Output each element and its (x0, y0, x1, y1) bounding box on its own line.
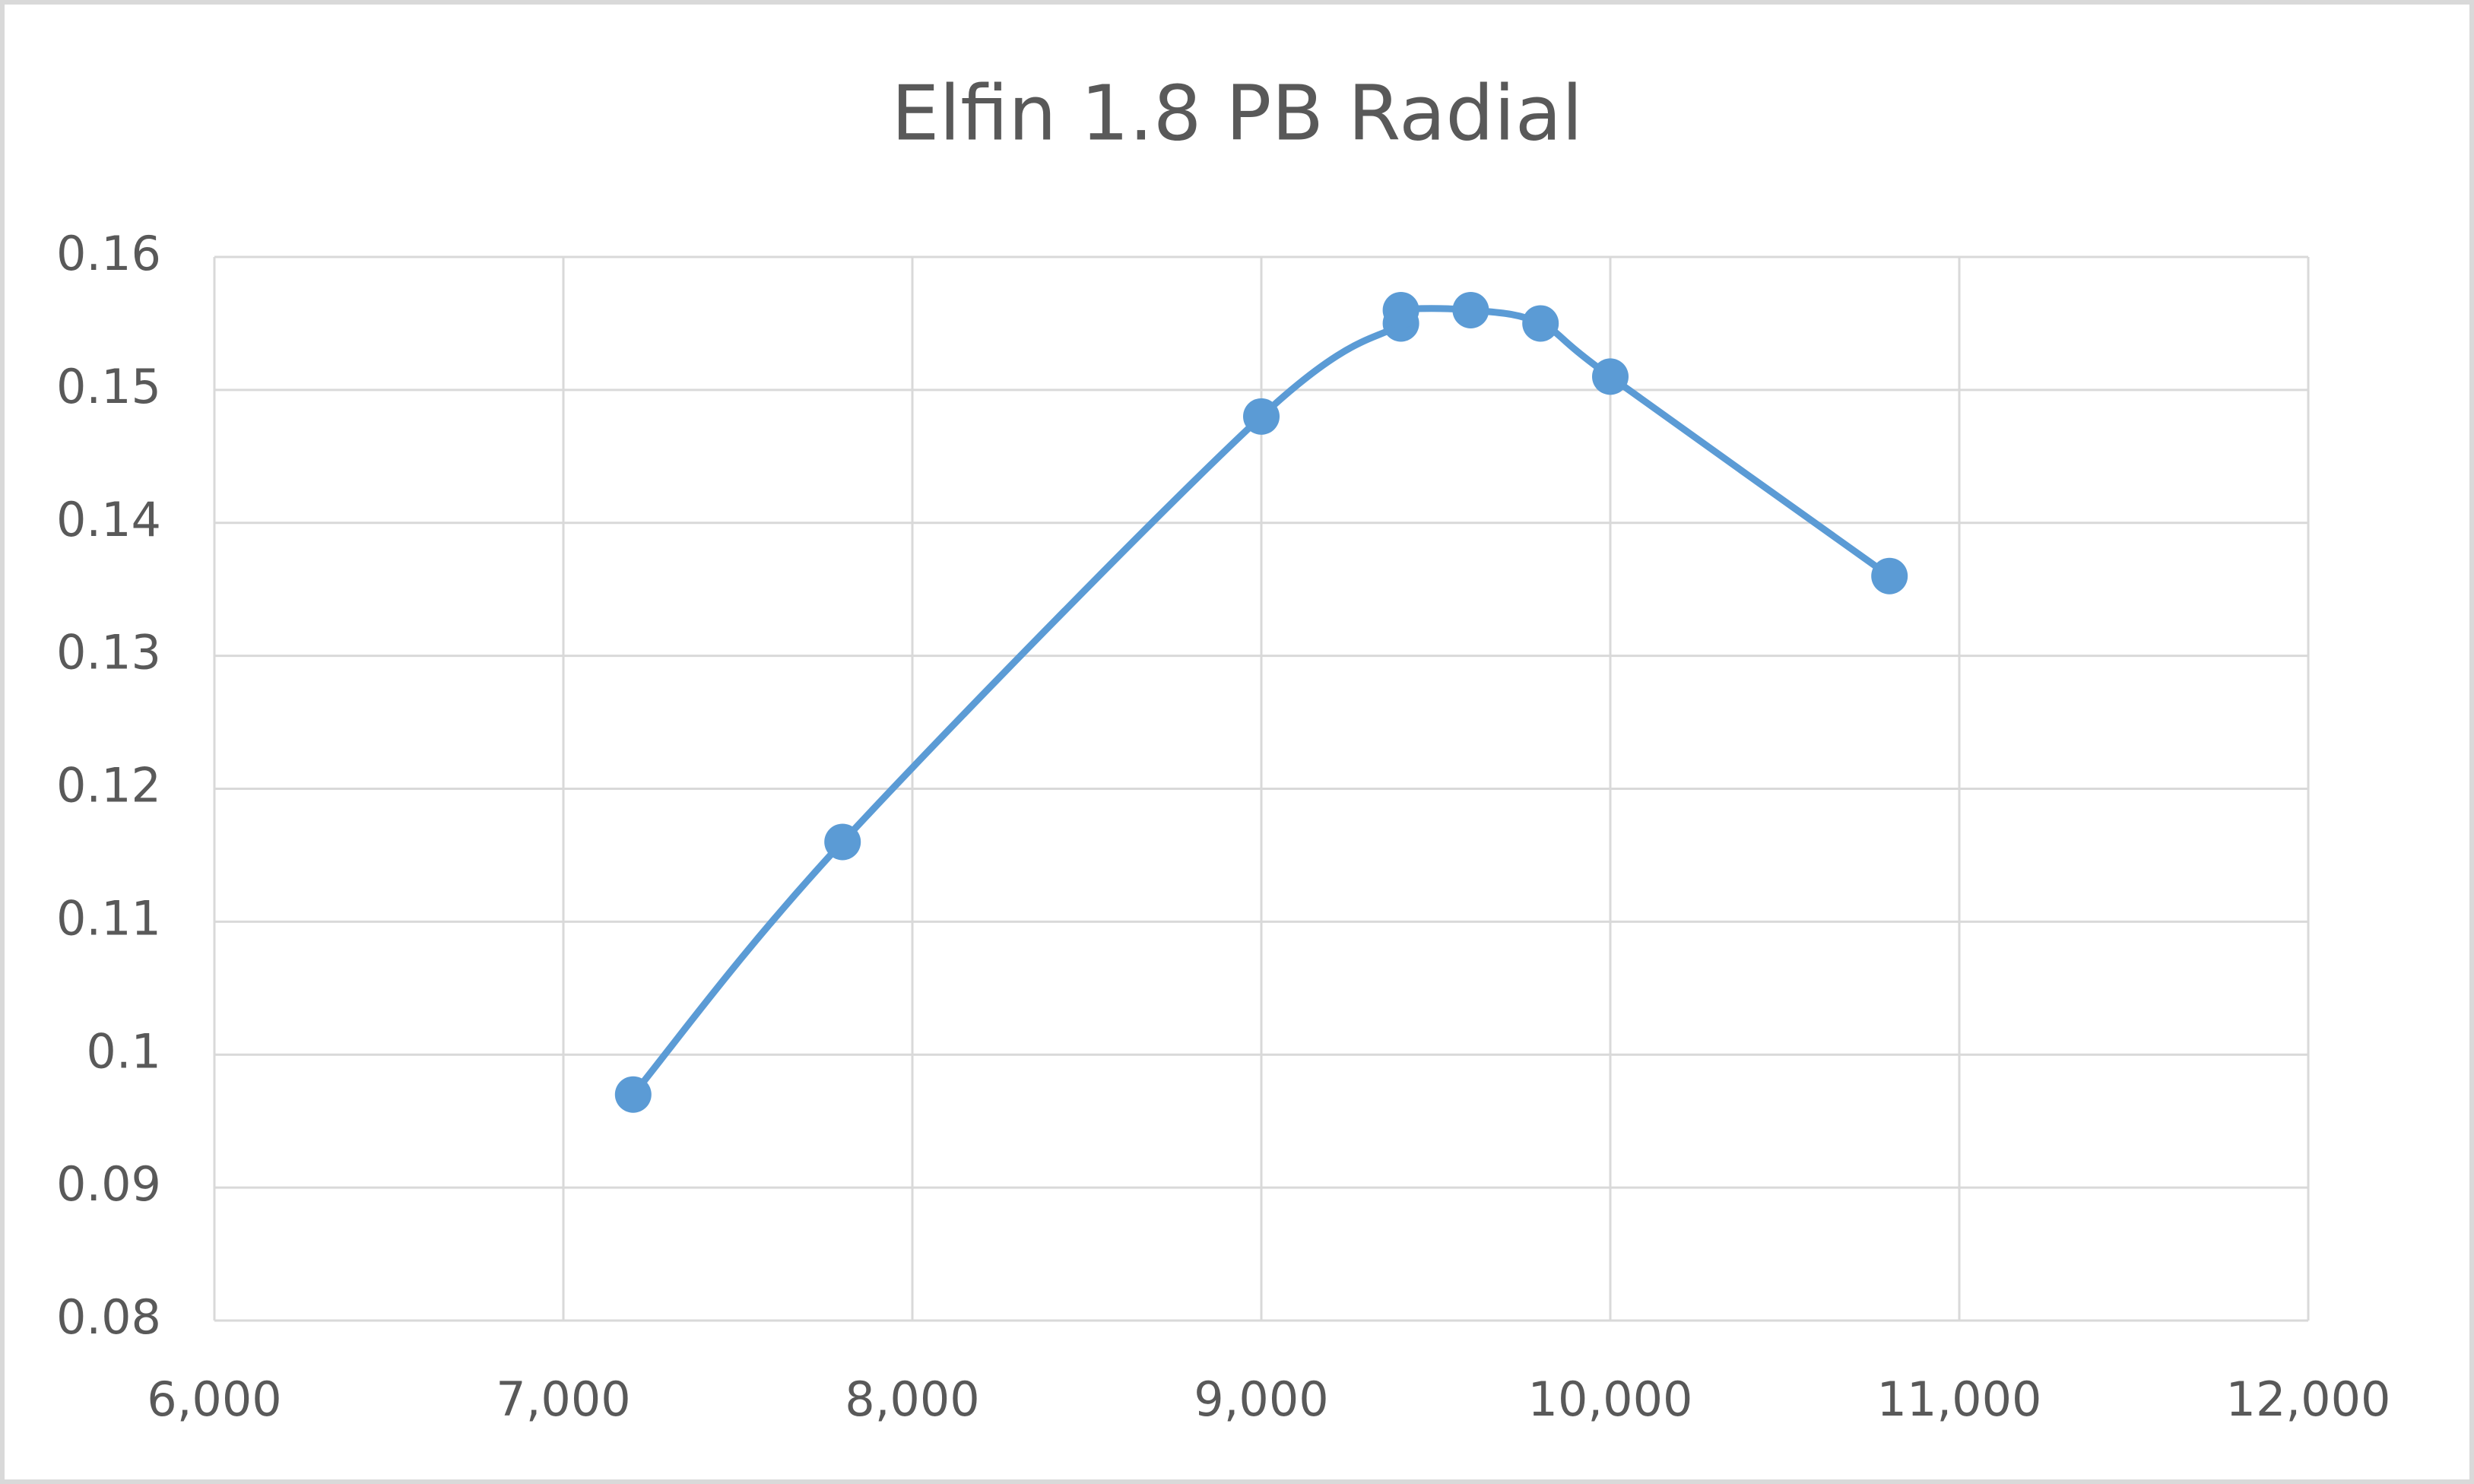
x-tick-label: 9,000 (1194, 1371, 1329, 1427)
marker (1871, 557, 1908, 595)
y-tick-label: 0.09 (56, 1156, 161, 1212)
y-tick-label: 0.16 (56, 226, 161, 281)
marker (824, 823, 861, 861)
y-tick-label: 0.14 (56, 492, 161, 547)
y-tick-label: 0.13 (56, 625, 161, 680)
marker (614, 1076, 652, 1113)
x-tick-label: 8,000 (845, 1371, 980, 1427)
marker (1243, 398, 1280, 435)
y-tick-label: 0.12 (56, 758, 161, 813)
y-tick-label: 0.15 (56, 359, 161, 414)
x-tick-label: 7,000 (496, 1371, 631, 1427)
y-tick-label: 0.1 (86, 1023, 161, 1079)
y-tick-label: 0.11 (56, 890, 161, 946)
marker (1522, 305, 1559, 342)
x-tick-label: 11,000 (1877, 1371, 2042, 1427)
x-tick-label: 10,000 (1528, 1371, 1693, 1427)
chart-title: Elfin 1.8 PB Radial (891, 68, 1583, 157)
marker (1382, 291, 1419, 328)
y-tick-label: 0.08 (56, 1289, 161, 1345)
marker (1452, 291, 1489, 328)
x-tick-label: 6,000 (147, 1371, 282, 1427)
marker (1592, 358, 1629, 395)
x-tick-label: 12,000 (2226, 1371, 2391, 1427)
